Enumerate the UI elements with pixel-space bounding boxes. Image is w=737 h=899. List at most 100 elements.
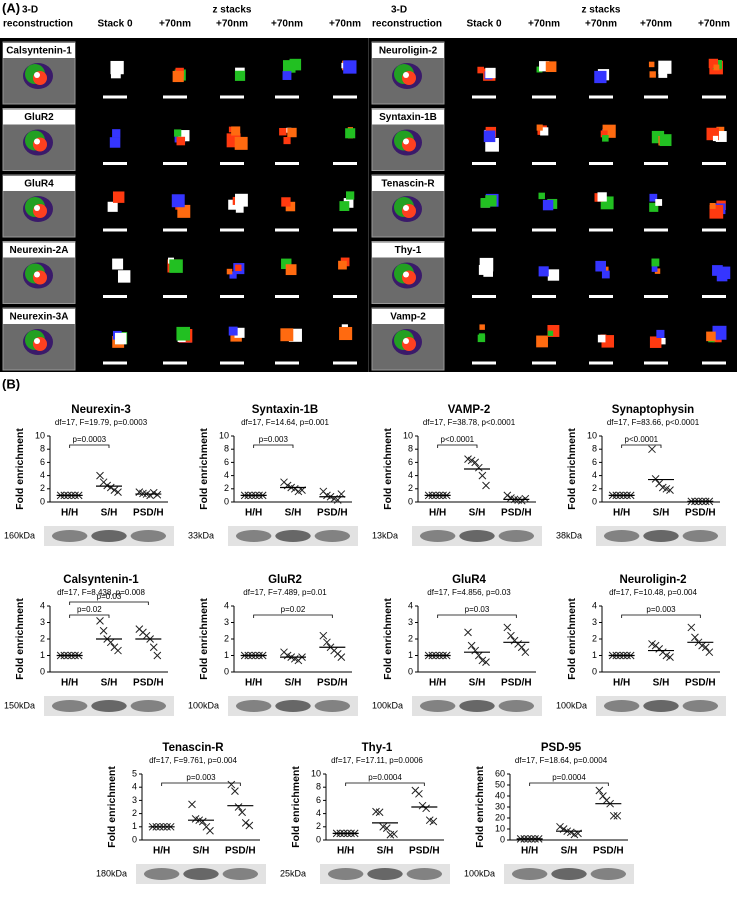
marker-stroke	[202, 822, 211, 831]
blot-size-label: 160kDa	[4, 530, 35, 540]
y-tick-label: 2	[40, 633, 45, 643]
marker-stroke	[99, 626, 108, 635]
y-tick-label: 0	[592, 496, 597, 506]
reconstruction-blob	[403, 205, 409, 211]
blot-band	[314, 530, 351, 542]
marker-stroke	[241, 818, 250, 827]
y-tick-label: 4	[224, 600, 229, 610]
x-tick-label: PSD/H	[409, 846, 440, 857]
header: +70nm	[159, 19, 191, 30]
marker-stroke	[290, 654, 299, 663]
marker-stroke	[503, 623, 512, 632]
chart-title: GluR4	[452, 574, 486, 586]
stack-blob	[339, 326, 353, 341]
stack-blob	[547, 330, 554, 337]
significance-bracket	[345, 782, 425, 786]
significance-bracket	[69, 601, 149, 605]
data-point	[429, 817, 438, 826]
y-tick-label: 3	[224, 617, 229, 627]
stack-blob	[648, 61, 655, 68]
data-point	[382, 824, 391, 832]
reconstruction-blob	[403, 138, 409, 145]
stack-blob	[114, 332, 127, 345]
blot-band	[459, 530, 495, 542]
y-tick-label: 4	[40, 600, 45, 610]
stack-blob	[539, 61, 550, 72]
significance-label: p=0.02	[281, 605, 306, 614]
y-tick-label: 0	[408, 496, 413, 506]
stack-blob	[477, 334, 486, 343]
data-point	[517, 643, 526, 652]
data-point	[290, 484, 299, 493]
stack-blob	[169, 259, 183, 273]
stack-blob	[339, 201, 350, 211]
stack-blob	[110, 68, 121, 79]
y-tick-label: 8	[40, 444, 45, 454]
chart-subtitle: df=17, F=7.489, p=0.01	[243, 588, 327, 597]
blot-band	[590, 868, 627, 880]
y-tick-label: 3	[40, 617, 45, 627]
y-axis-label: Fold enrichment	[198, 598, 210, 680]
data-point	[482, 481, 490, 490]
stack-blob	[713, 64, 720, 71]
blot-band	[91, 700, 127, 712]
x-tick-label: S/H	[653, 508, 670, 519]
y-tick-label: 8	[224, 444, 229, 454]
y-tick-label: 6	[408, 457, 413, 467]
x-tick-label: PSD/H	[685, 678, 716, 689]
reconstruction-blob	[34, 72, 40, 78]
y-axis-label: Fold enrichment	[14, 428, 26, 510]
marker-stroke	[290, 484, 299, 493]
stack-blob	[285, 264, 297, 276]
y-tick-label: 0	[224, 666, 229, 676]
marker-stroke	[418, 801, 427, 810]
blot-band	[275, 530, 311, 542]
marker-stroke	[655, 479, 664, 488]
blot-band	[643, 700, 679, 712]
blot-band	[314, 700, 351, 712]
x-tick-label: H/H	[245, 678, 262, 689]
stack-blob	[716, 126, 725, 135]
marker-stroke	[96, 616, 104, 625]
stack-blob	[235, 193, 248, 207]
stack-blob	[235, 204, 244, 213]
y-tick-label: 4	[40, 470, 45, 480]
data-point	[188, 800, 196, 809]
data-point	[464, 628, 472, 637]
blot-band	[511, 868, 548, 880]
y-tick-label: 8	[408, 444, 413, 454]
header: +70nm	[216, 19, 248, 30]
chart-title: VAMP-2	[448, 404, 491, 416]
stack-blob	[117, 270, 131, 283]
row-label-box	[3, 109, 75, 125]
x-tick-label: PSD/H	[593, 846, 624, 857]
marker-stroke	[149, 643, 158, 652]
blot-band	[143, 868, 180, 880]
stack-blob	[479, 324, 485, 330]
marker-stroke	[139, 489, 147, 498]
header: +70nm	[698, 19, 730, 30]
stack-blob	[602, 135, 609, 142]
marker-stroke	[333, 496, 342, 504]
data-point	[613, 811, 622, 820]
significance-label: p=0.03	[97, 592, 122, 601]
stack-blob	[174, 129, 182, 137]
marker-stroke	[521, 494, 530, 503]
stack-blob	[659, 337, 666, 345]
data-point	[691, 633, 699, 642]
marker-stroke	[390, 830, 398, 838]
marker-stroke	[595, 786, 604, 795]
significance-bracket	[69, 444, 110, 448]
stack-blob	[112, 258, 124, 270]
data-point	[103, 481, 112, 490]
data-point	[474, 463, 483, 472]
marker-stroke	[323, 638, 331, 647]
y-tick-label: 0	[316, 834, 321, 844]
stack-blob	[279, 127, 287, 136]
blot-band	[235, 530, 272, 542]
marker-stroke	[507, 631, 515, 640]
data-point	[705, 648, 714, 657]
data-point	[651, 475, 660, 483]
stack-blob	[234, 70, 246, 81]
